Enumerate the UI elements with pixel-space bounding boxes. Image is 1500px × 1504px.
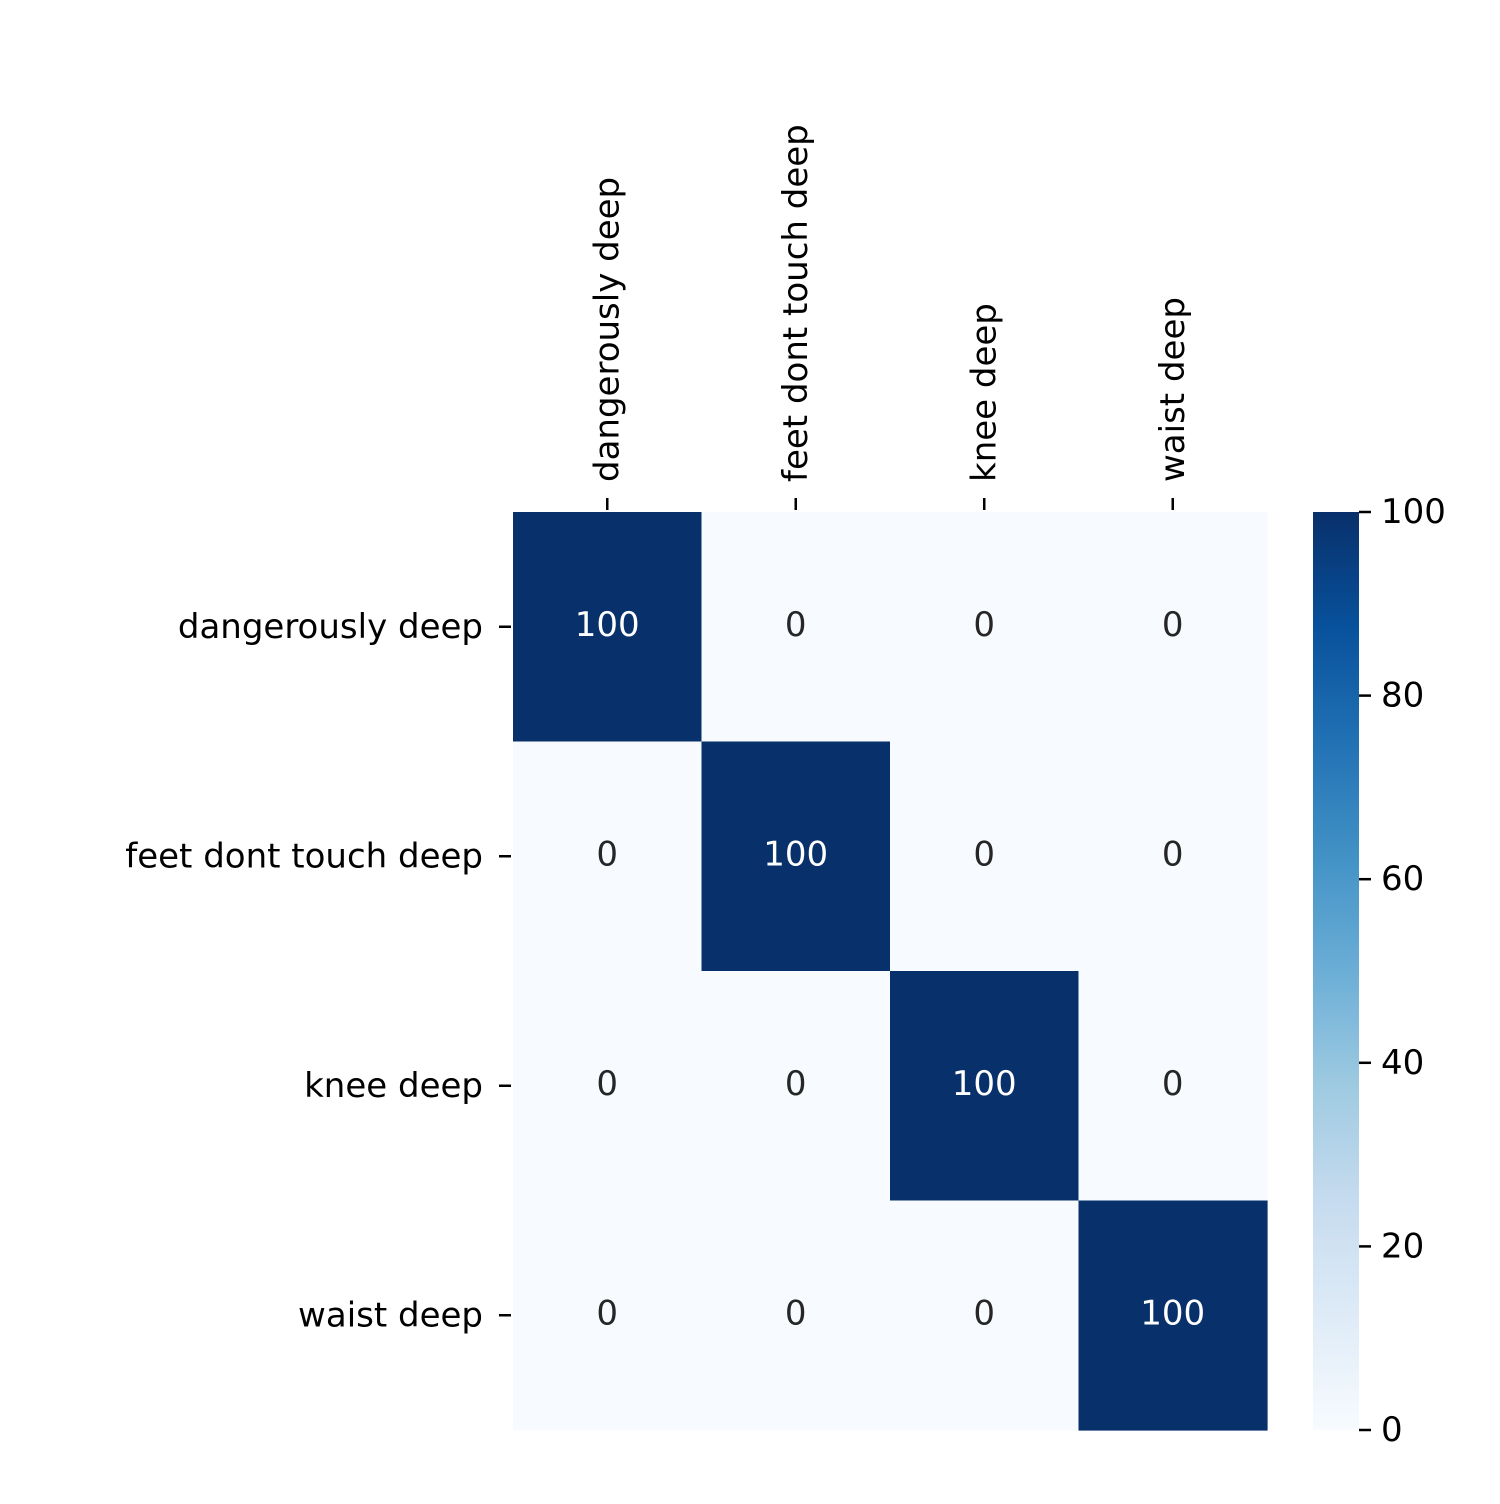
- heatmap-cell: [1078, 512, 1268, 743]
- cell-annotation: 100: [763, 834, 828, 874]
- colorbar-tick-label: 80: [1381, 676, 1424, 716]
- cell-annotation: 0: [785, 1293, 807, 1333]
- cell-annotation: 100: [1140, 1293, 1205, 1333]
- heatmap-cell: [513, 512, 703, 743]
- y-tick-label: waist deep: [298, 1295, 483, 1335]
- cell-annotation: 0: [1162, 605, 1184, 645]
- heatmap-cell: [513, 741, 703, 972]
- y-tick-label: dangerously deep: [178, 607, 483, 647]
- heatmap-grid: 100 0 0 0 0 100 0 0 0 0 100 0 0 0 0 100: [513, 512, 1268, 1431]
- heatmap-cell: [890, 971, 1080, 1202]
- x-tick-label: knee deep: [964, 303, 1004, 482]
- heatmap-cell: [513, 971, 703, 1202]
- heatmap-cell: [701, 512, 891, 743]
- cell-annotation: 0: [973, 605, 995, 645]
- heatmap-cell: [890, 1200, 1080, 1431]
- colorbar-tick-label: 60: [1381, 859, 1424, 899]
- cell-annotation: 0: [973, 834, 995, 874]
- x-tick-label: dangerously deep: [587, 177, 627, 482]
- heatmap-cell: [890, 741, 1080, 972]
- cell-annotation: 100: [575, 605, 640, 645]
- y-axis-ticks: dangerously deep feet dont touch deep knee…: [125, 607, 511, 1335]
- x-axis-ticks: dangerously deep feet dont touch deep knee…: [587, 124, 1193, 510]
- heatmap-cell: [1078, 971, 1268, 1202]
- y-tick-label: knee deep: [304, 1066, 483, 1106]
- colorbar-tick-label: 20: [1381, 1226, 1424, 1266]
- cell-annotation: 0: [973, 1293, 995, 1333]
- heatmap-cell: [701, 741, 891, 972]
- heatmap-cell: [701, 971, 891, 1202]
- colorbar: 0 20 40 60 80 100: [1313, 492, 1446, 1450]
- cell-annotation: 0: [785, 605, 807, 645]
- cell-annotation: 0: [596, 834, 618, 874]
- cell-annotation: 100: [952, 1064, 1017, 1104]
- colorbar-tick-label: 0: [1381, 1410, 1403, 1450]
- colorbar-tick-label: 40: [1381, 1043, 1424, 1083]
- colorbar-gradient: [1313, 512, 1359, 1430]
- colorbar-tick-label: 100: [1381, 492, 1446, 532]
- cell-annotation: 0: [596, 1293, 618, 1333]
- cell-annotation: 0: [1162, 1064, 1184, 1104]
- y-tick-label: feet dont touch deep: [125, 836, 483, 876]
- cell-annotation: 0: [785, 1064, 807, 1104]
- heatmap-cell: [1078, 1200, 1268, 1431]
- cell-annotation: 0: [1162, 834, 1184, 874]
- heatmap-cell: [890, 512, 1080, 743]
- cell-annotation: 0: [596, 1064, 618, 1104]
- heatmap-cell: [513, 1200, 703, 1431]
- heatmap-cell: [1078, 741, 1268, 972]
- x-tick-label: waist deep: [1153, 297, 1193, 482]
- x-tick-label: feet dont touch deep: [776, 124, 816, 482]
- heatmap-cell: [701, 1200, 891, 1431]
